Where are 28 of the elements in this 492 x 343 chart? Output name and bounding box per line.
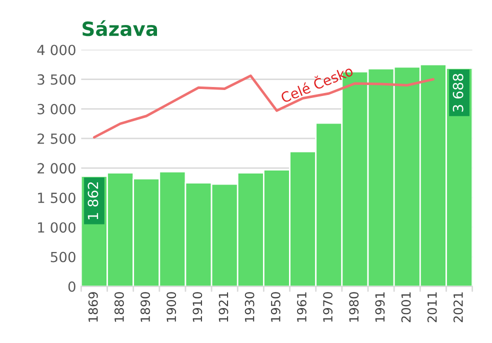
x-tick-label: 1900 [166,292,176,322]
x-tick-label: 1890 [140,292,150,322]
x-tick-label: 1880 [114,292,124,322]
x-tick-label: 1991 [375,292,385,322]
chart-title: Sázava [82,20,158,36]
y-tick-label: 500 [50,252,76,262]
x-tick-label: 1930 [244,292,254,322]
x-tick-label: 1961 [297,292,306,322]
y-tick-label: 3 500 [38,74,76,85]
y-tick-label: 2 500 [38,133,76,144]
x-tick-label: 2001 [401,292,411,322]
x-tick-label: 1950 [270,292,280,322]
x-tick-label: 2011 [427,292,437,322]
x-tick-label: 1910 [192,292,202,322]
data-label: 3 688 [452,74,464,112]
y-tick-label: 4 000 [37,44,76,56]
y-tick-label: 0 [68,281,76,292]
text: Celé Česko [279,62,354,104]
data-label: 1 862 [88,182,98,220]
x-tick-label: 2021 [453,292,463,322]
x-tick-label: 1869 [88,292,98,322]
x-tick-label: 1921 [218,292,228,322]
y-tick-label: 1 500 [38,192,76,204]
y-tick-label: 2 000 [38,163,76,174]
y-tick-label: 3 000 [38,104,76,114]
x-tick-label: 1980 [349,292,359,322]
y-tick-label: 1 000 [38,222,76,233]
x-tick-label: 1970 [323,292,333,322]
